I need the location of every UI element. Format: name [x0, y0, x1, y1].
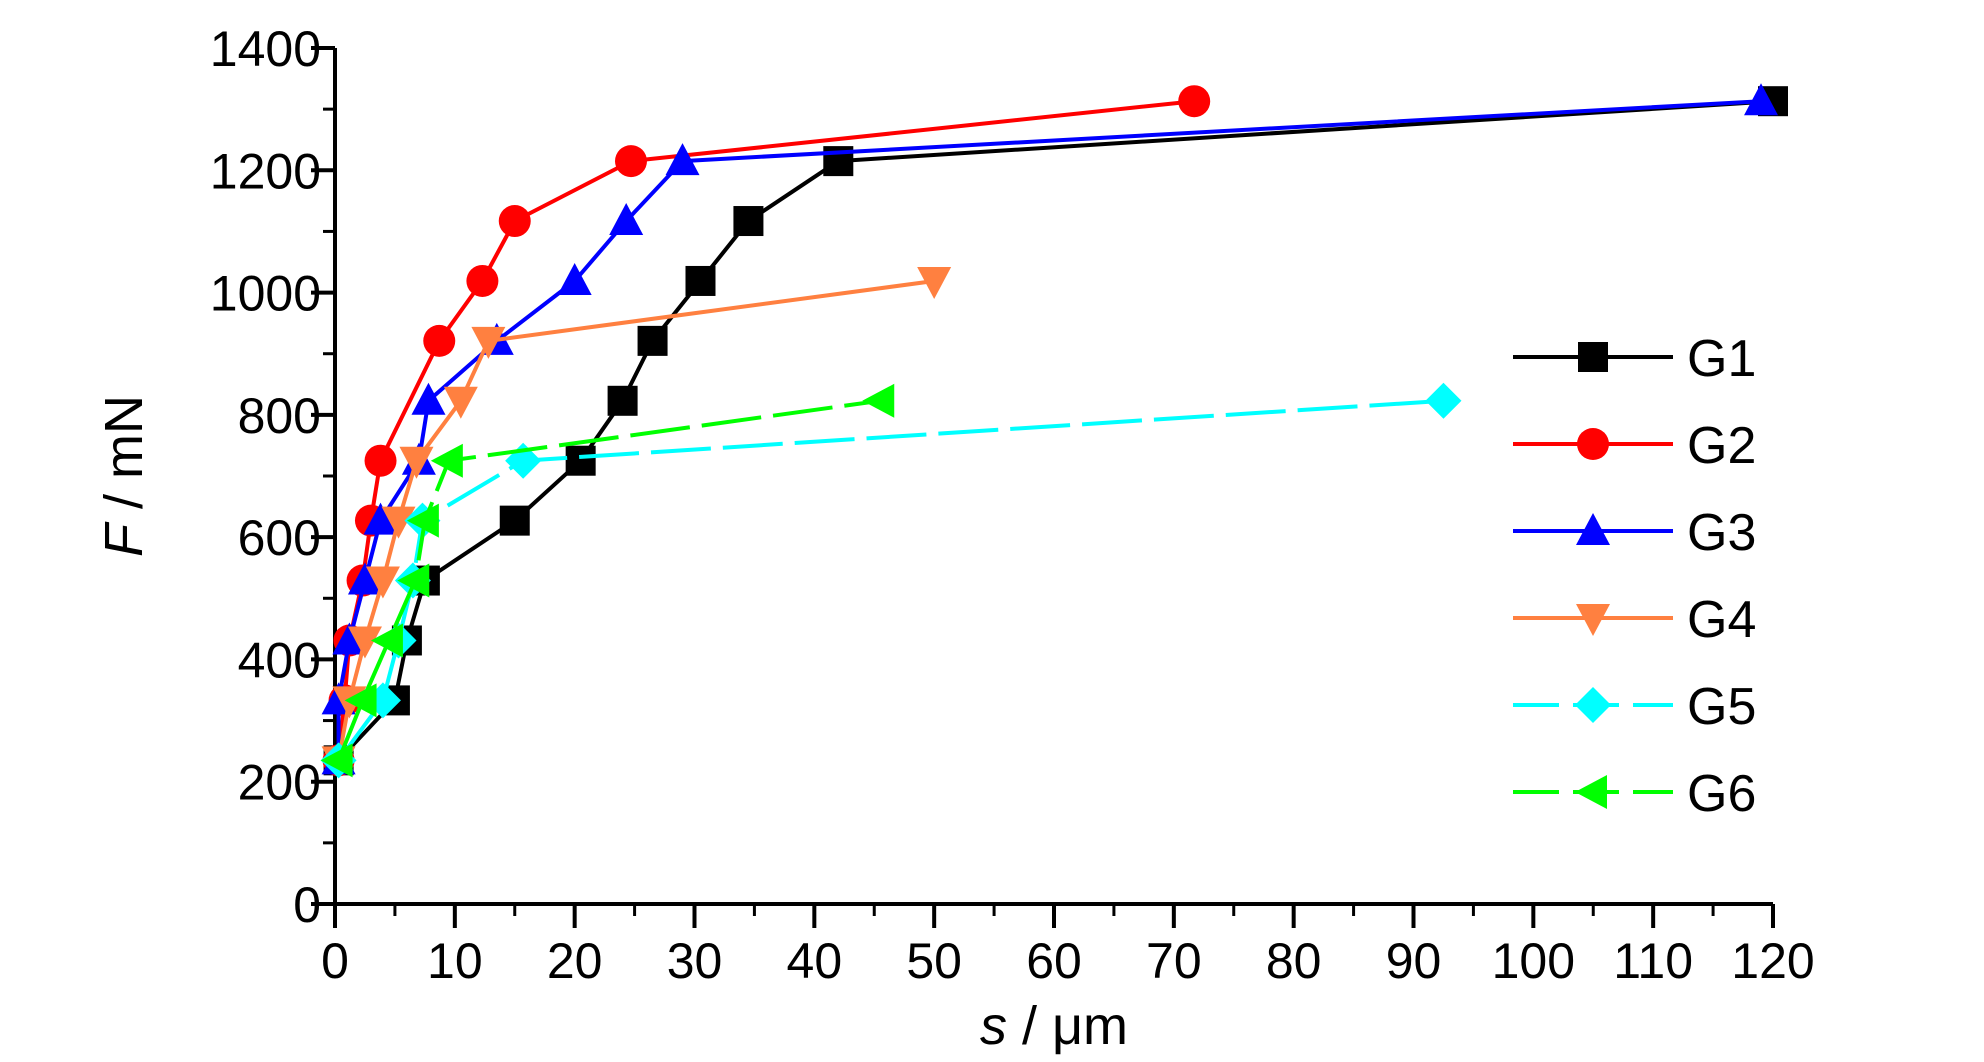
series-g4-point: [399, 446, 434, 479]
y-axis-unit: / mN: [94, 395, 154, 524]
y-tick-label: 200: [238, 755, 321, 811]
series-g1-point: [607, 385, 638, 416]
series-g6-point: [406, 503, 439, 538]
series-g3-point: [665, 143, 700, 176]
series-g5-point: [1425, 382, 1462, 419]
series-g6-point: [370, 623, 403, 658]
x-tick-label: 110: [1613, 933, 1693, 989]
series-g1-point: [637, 325, 668, 356]
series-g3: [321, 83, 1779, 775]
legend-item-g1: G1: [1513, 330, 1756, 388]
x-tick-label: 50: [906, 933, 962, 989]
plot-series: [320, 83, 1788, 779]
legend-item-g2: G2: [1513, 417, 1756, 475]
x-axis-variable: s: [980, 996, 1007, 1056]
legend-label-g2: G2: [1687, 417, 1756, 475]
legend-marker-g2: [1577, 428, 1609, 460]
legend-label-g4: G4: [1687, 591, 1756, 649]
series-g4-point: [917, 266, 952, 299]
x-tick-label: 0: [321, 933, 349, 989]
y-tick-label: 0: [293, 877, 321, 933]
y-tick-label: 1000: [210, 266, 321, 322]
series-g5-point: [505, 442, 542, 479]
x-axis-unit: / μm: [1007, 996, 1128, 1056]
x-tick-label: 80: [1266, 933, 1322, 989]
y-ticks: 0 200 400 600 800 1000 1200 1400: [210, 21, 335, 933]
legend-item-g4: G4: [1513, 591, 1756, 649]
legend-label-g6: G6: [1687, 765, 1756, 823]
x-tick-label: 100: [1492, 933, 1575, 989]
legend-item-g3: G3: [1513, 504, 1756, 562]
legend-label-g1: G1: [1687, 330, 1756, 388]
series-g1-point: [733, 206, 764, 237]
series-g3-point: [609, 203, 644, 236]
series-g4-point: [381, 506, 416, 539]
x-tick-label: 30: [667, 933, 723, 989]
series-g2-point: [423, 324, 456, 357]
series-g4-point: [471, 326, 506, 359]
series-g6-point: [397, 563, 430, 598]
legend-label-g3: G3: [1687, 504, 1756, 562]
y-tick-label: 800: [238, 388, 321, 444]
series-g1: [323, 86, 1788, 776]
series-g2-point: [466, 264, 499, 297]
y-tick-label: 1400: [210, 21, 321, 77]
y-tick-label: 400: [238, 632, 321, 688]
series-g2-point: [498, 205, 531, 238]
series-g6-point: [862, 383, 895, 418]
axes: 0 200 400 600 800 1000 1200 1400 0 10 20 30 40 50 60 7…: [210, 21, 1815, 989]
series-g3-point: [411, 382, 446, 415]
series-g2-point: [1178, 85, 1211, 118]
series-g5: [320, 382, 1462, 779]
x-tick-label: 120: [1731, 933, 1814, 989]
series-g3-point: [332, 622, 367, 655]
legend: G1 G2 G3 G4 G5 G6: [1513, 330, 1756, 823]
series-g2: [322, 85, 1211, 777]
x-tick-label: 20: [547, 933, 603, 989]
x-tick-label: 10: [427, 933, 483, 989]
x-tick-label: 90: [1386, 933, 1442, 989]
x-tick-label: 40: [787, 933, 843, 989]
series-g6-point: [320, 743, 353, 778]
series-g1-point: [685, 265, 716, 296]
series-g1-point: [565, 445, 596, 476]
series-g4-point: [347, 626, 382, 659]
series-g2-point: [364, 444, 397, 477]
series-g6: [320, 383, 895, 778]
x-tick-label: 60: [1026, 933, 1082, 989]
series-g3-point: [363, 502, 398, 535]
legend-item-g6: G6: [1513, 765, 1756, 823]
series-g3-point: [557, 262, 592, 295]
legend-marker-g4: [1576, 604, 1610, 636]
legend-marker-g1: [1578, 342, 1608, 372]
series-g4-point: [443, 386, 478, 419]
series-g6-point: [430, 443, 463, 478]
x-ticks: 0 10 20 30 40 50 60 70 80 90 100 110 120: [321, 904, 1815, 989]
series-g2-point: [614, 145, 647, 178]
legend-label-g5: G5: [1687, 678, 1756, 736]
series-g2-line: [336, 99, 1195, 761]
legend-marker-g6: [1575, 775, 1607, 809]
y-axis-title: F / mN: [94, 395, 154, 557]
series-g4-point: [365, 566, 400, 599]
y-tick-label: 600: [238, 510, 321, 566]
legend-item-g5: G5: [1513, 678, 1756, 736]
series-g3-point: [1744, 83, 1779, 116]
x-axis-title: s / μm: [980, 996, 1128, 1056]
series-g1-point: [499, 505, 530, 536]
legend-marker-g5: [1575, 687, 1611, 723]
x-tick-label: 70: [1146, 933, 1202, 989]
y-axis-variable: F: [94, 521, 154, 557]
series-g3-point: [347, 562, 382, 595]
series-g6-point: [344, 683, 377, 718]
legend-marker-g3: [1576, 513, 1610, 545]
y-tick-label: 1200: [210, 143, 321, 199]
